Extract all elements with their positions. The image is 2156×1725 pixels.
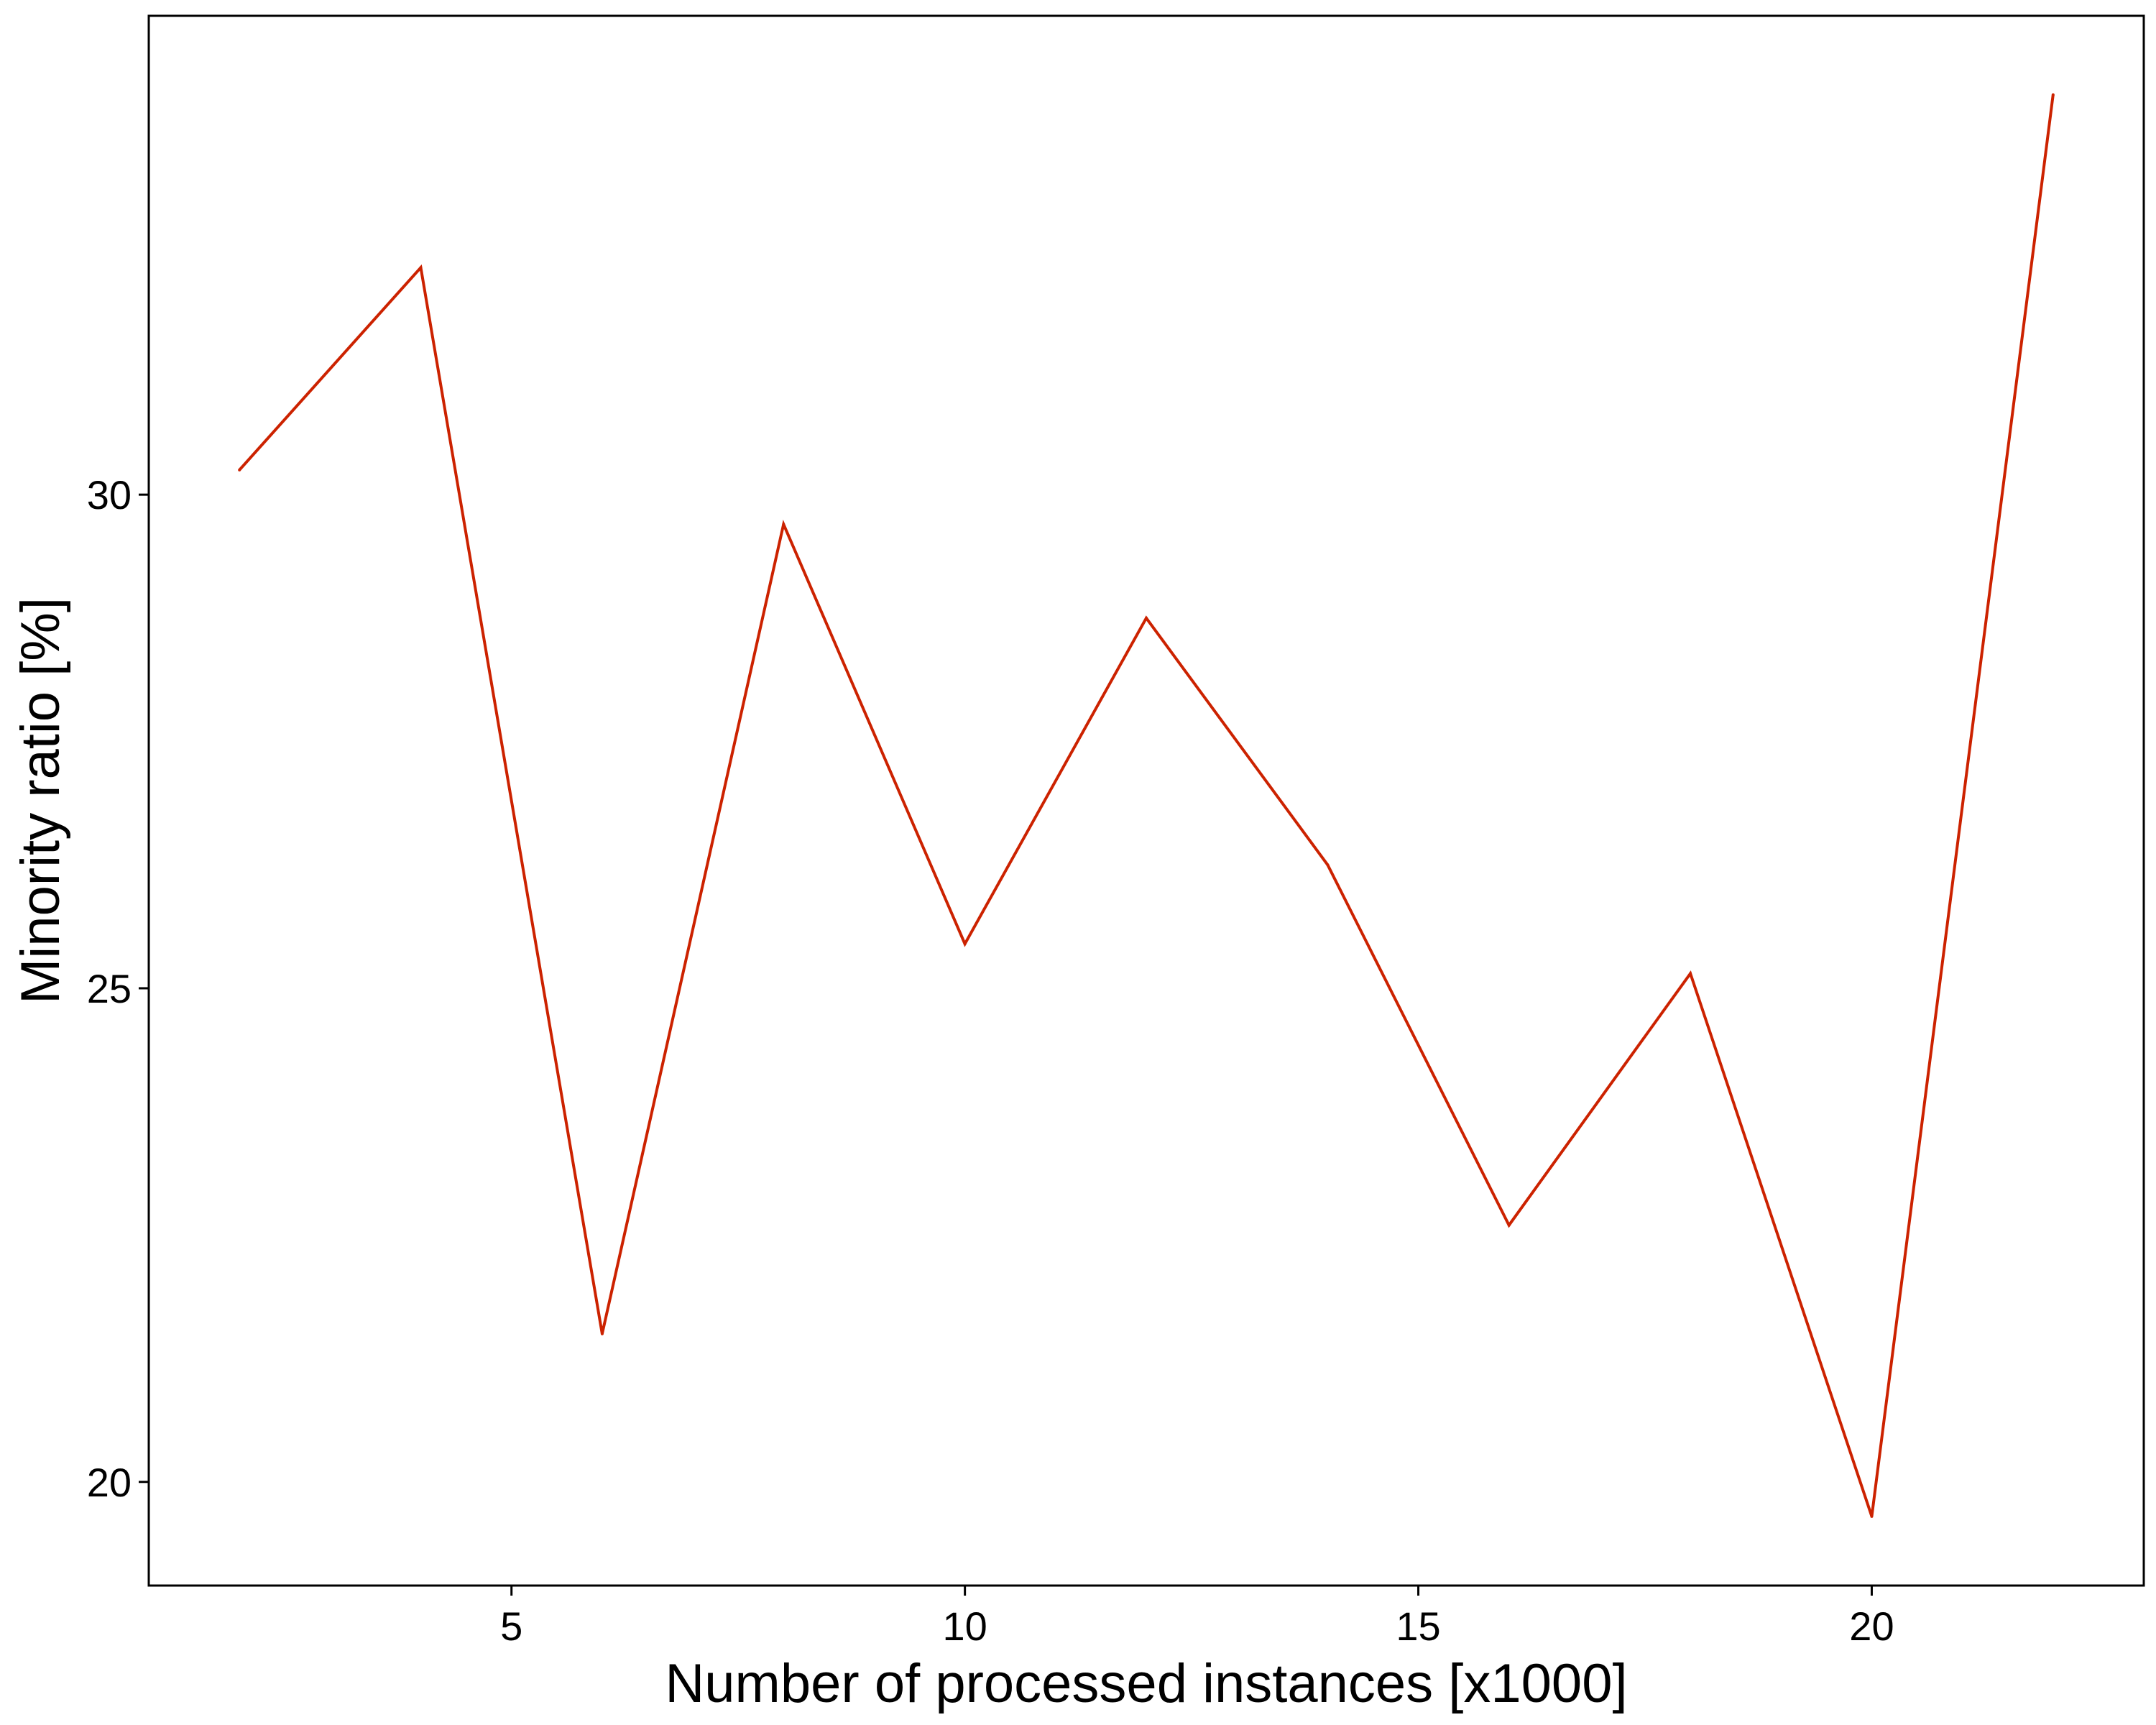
y-tick-label: 30 [87,472,132,518]
x-tick-label: 15 [1396,1604,1440,1649]
data-point [600,1332,604,1335]
data-point [1326,863,1330,867]
data-point [419,266,423,270]
x-tick-label: 10 [942,1604,987,1649]
data-point [1145,616,1148,620]
data-point [1689,972,1692,975]
data-point [238,468,241,472]
y-axis-title: Minority ratio [%] [10,597,71,1004]
x-tick-label: 20 [1849,1604,1894,1649]
data-point [963,942,967,946]
series-group [238,93,2055,1518]
x-tick-label: 5 [500,1604,522,1649]
data-point [1507,1223,1511,1227]
plot-panel [147,14,2145,1587]
y-tick-label: 20 [87,1460,132,1505]
x-axis-ticks: 5 10 15 20 [500,1586,1894,1649]
data-point [1870,1514,1874,1518]
data-point [2051,93,2055,96]
y-tick-label: 25 [87,966,132,1011]
y-axis-ticks: 20 25 30 [87,472,149,1505]
x-axis-title: Number of processed instances [x1000] [665,1653,1627,1714]
data-point [782,523,786,526]
